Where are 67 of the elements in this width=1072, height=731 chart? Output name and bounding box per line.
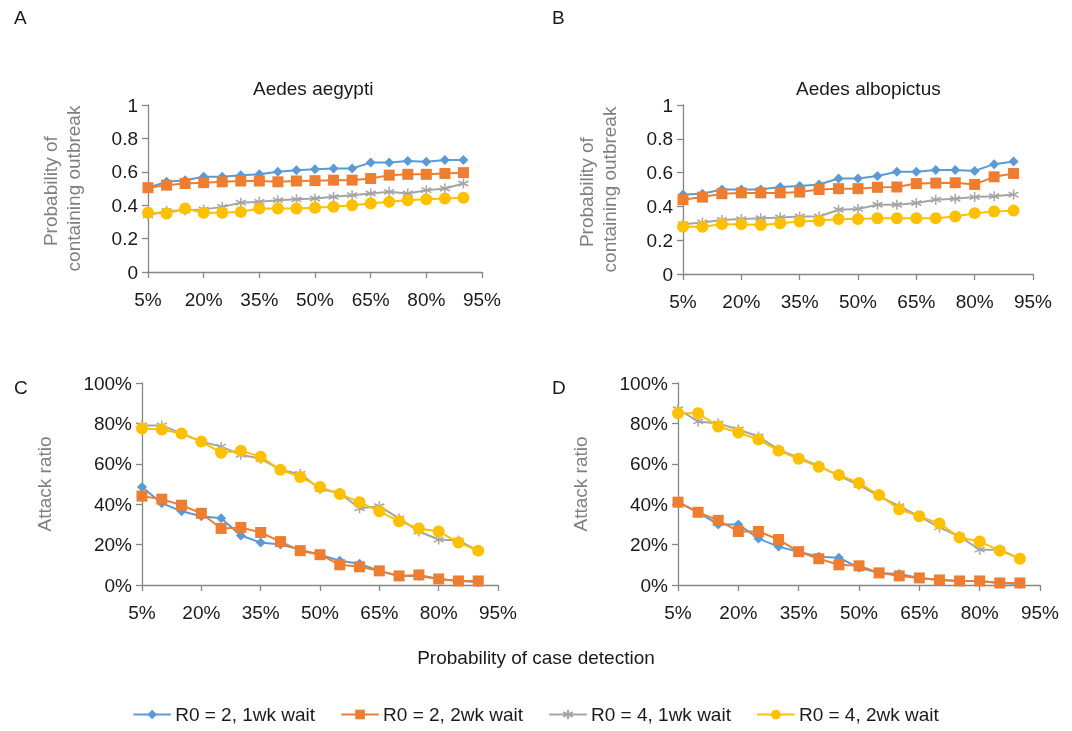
x-tick-label: 20%	[719, 602, 758, 623]
x-tick-label: 95%	[462, 289, 502, 310]
text: A	[14, 7, 27, 28]
y-axis-title: Probability of containing outbreak	[576, 106, 620, 273]
legend-label: R0 = 4, 2wk wait	[798, 704, 940, 725]
y-axis-title: Attack ratio	[33, 436, 55, 532]
y-tick-label: 100%	[83, 372, 133, 394]
y-tick-label: 0%	[640, 574, 669, 596]
y-axis-title: Attack ratio	[569, 436, 591, 532]
y-tick-label: 80%	[93, 412, 133, 434]
x-tick-label: 50%	[839, 602, 879, 623]
x-tick-label: 65%	[900, 602, 939, 623]
legend-label: R0 = 2, 1wk wait	[175, 704, 316, 725]
y-tick-label: 0%	[104, 574, 133, 596]
x-tick-label: 35%	[241, 602, 280, 623]
y-tick-label: 20%	[93, 534, 133, 556]
y-tick-label: 0.2	[646, 229, 673, 251]
y-tick-label: 0.6	[111, 161, 138, 183]
x-tick-label: 80%	[407, 289, 446, 310]
y-tick-label: 0.6	[646, 162, 673, 184]
x-tick-label: 95%	[1013, 291, 1053, 312]
y-tick-label: 0.2	[111, 228, 138, 250]
text: B	[552, 7, 565, 28]
text: C	[14, 377, 28, 398]
x-tick-label: 20%	[182, 602, 221, 623]
x-tick-label: 95%	[478, 602, 518, 623]
chart-title: Aedes aegypti	[253, 78, 374, 99]
y-tick-label: 60%	[93, 453, 133, 475]
y-tick-label: 60%	[629, 453, 669, 475]
x-tick-label: 35%	[779, 602, 818, 623]
x-tick-label: 80%	[419, 602, 458, 623]
x-tick-label: 50%	[838, 291, 878, 312]
y-tick-label: 40%	[629, 493, 669, 515]
x-tick-label: 5%	[134, 289, 162, 310]
x-tick-label: 5%	[669, 291, 697, 312]
x-tick-label: 95%	[1020, 602, 1060, 623]
x-tick-label: 35%	[780, 291, 819, 312]
y-tick-label: 80%	[629, 412, 669, 434]
y-tick-label: 100%	[619, 372, 669, 394]
chart-title: Aedes albopictus	[796, 78, 941, 99]
y-tick-label: 0	[662, 263, 673, 285]
x-tick-label: 65%	[897, 291, 936, 312]
y-tick-label: 0.8	[646, 128, 673, 150]
x-tick-label: 50%	[300, 602, 340, 623]
y-tick-label: 0.4	[646, 195, 674, 217]
y-tick-label: 1	[662, 94, 673, 116]
legend-label: R0 = 2, 2wk wait	[383, 704, 524, 725]
y-tick-label: 0.8	[111, 127, 138, 149]
x-tick-label: 65%	[351, 289, 390, 310]
x-tick-label: 5%	[128, 602, 156, 623]
y-tick-label: 0	[127, 261, 138, 283]
x-tick-label: 5%	[664, 602, 692, 623]
x-tick-label: 65%	[360, 602, 399, 623]
text: D	[552, 377, 566, 398]
y-axis-title: Probability of containing outbreak	[40, 105, 84, 272]
y-tick-label: 0.4	[111, 194, 139, 216]
x-tick-label: 80%	[960, 602, 999, 623]
x-axis-title: Probability of case detection	[417, 647, 655, 668]
y-tick-label: 1	[127, 94, 138, 116]
x-tick-label: 80%	[955, 291, 994, 312]
x-tick-label: 20%	[722, 291, 761, 312]
x-tick-label: 35%	[240, 289, 279, 310]
y-tick-label: 40%	[93, 493, 133, 515]
y-tick-label: 20%	[629, 534, 669, 556]
legend-label: R0 = 4, 1wk wait	[591, 704, 732, 725]
x-tick-label: 20%	[184, 289, 223, 310]
x-tick-label: 50%	[295, 289, 335, 310]
